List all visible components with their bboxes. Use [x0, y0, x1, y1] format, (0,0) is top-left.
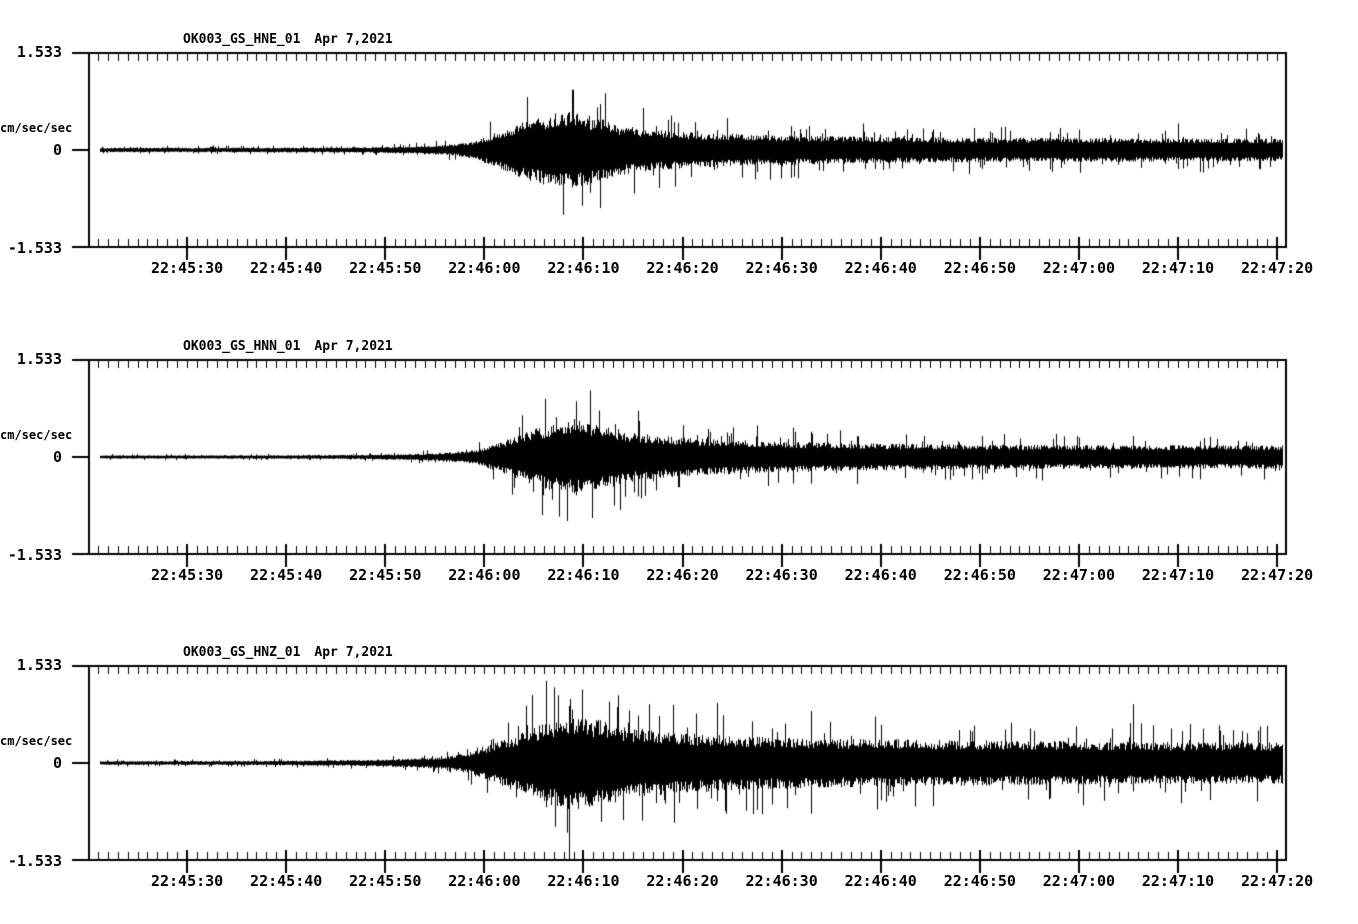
station-channel-label: OK003_GS_HNN_01: [183, 339, 301, 354]
panel-title: OK003_GS_HNZ_01 Apr 7,2021: [183, 645, 393, 661]
panel-hnz: OK003_GS_HNZ_01 Apr 7,2021 1.533 cm/sec/s…: [0, 613, 1358, 913]
date-label: Apr 7,2021: [314, 32, 393, 47]
y-axis-units-label: cm/sec/sec: [0, 428, 73, 442]
panel-hnn: OK003_GS_HNN_01 Apr 7,2021 1.533 cm/sec/s…: [0, 307, 1358, 607]
y-tick-label-min: -1.533: [7, 546, 62, 564]
waveform-plot-hne: [0, 0, 1358, 300]
waveform-plot-hnn: [0, 307, 1358, 607]
panel-title: OK003_GS_HNN_01 Apr 7,2021: [183, 339, 393, 355]
y-tick-label-zero: 0: [52, 141, 62, 159]
y-tick-label-max: 1.533: [16, 656, 62, 674]
y-axis-units-label: cm/sec/sec: [0, 121, 73, 135]
y-axis-units-label: cm/sec/sec: [0, 734, 73, 748]
waveform-plot-hnz: [0, 613, 1358, 913]
date-label: Apr 7,2021: [314, 339, 393, 354]
y-tick-label-zero: 0: [52, 754, 62, 772]
station-channel-label: OK003_GS_HNE_01: [183, 32, 301, 47]
date-label: Apr 7,2021: [314, 645, 393, 660]
station-channel-label: OK003_GS_HNZ_01: [183, 645, 301, 660]
y-tick-label-min: -1.533: [7, 852, 62, 870]
y-tick-label-max: 1.533: [16, 43, 62, 61]
y-tick-label-min: -1.533: [7, 239, 62, 257]
panel-hne: OK003_GS_HNE_01 Apr 7,2021 1.533 cm/sec/s…: [0, 0, 1358, 300]
y-tick-label-max: 1.533: [16, 350, 62, 368]
y-tick-label-zero: 0: [52, 448, 62, 466]
panel-title: OK003_GS_HNE_01 Apr 7,2021: [183, 32, 393, 48]
